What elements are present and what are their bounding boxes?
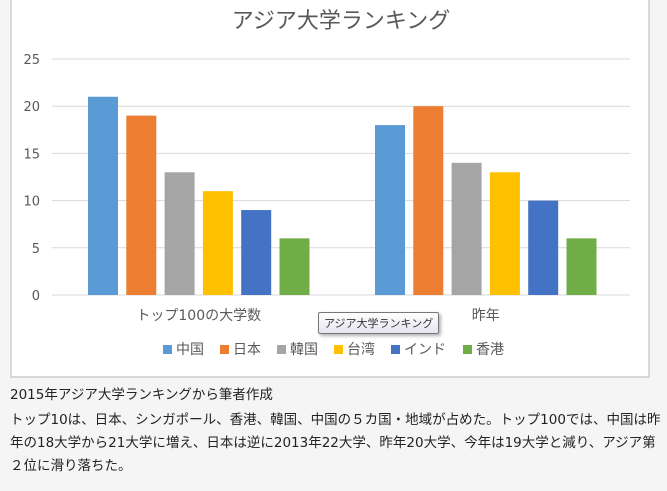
legend-swatch bbox=[391, 345, 400, 354]
bar-韓国-昨年 bbox=[451, 162, 482, 295]
bar-中国-昨年 bbox=[375, 125, 405, 295]
chart-tooltip: アジア大学ランキング bbox=[318, 312, 440, 334]
legend-swatch bbox=[277, 345, 286, 354]
y-tick-label: 5 bbox=[32, 242, 40, 257]
y-tick-label: 25 bbox=[23, 53, 40, 68]
x-tick-label: 昨年 bbox=[472, 308, 500, 324]
legend-label: インド bbox=[404, 342, 446, 358]
legend-label: 中国 bbox=[176, 342, 204, 358]
y-tick-label: 10 bbox=[23, 195, 40, 210]
bar-台湾-トップ100の大学数 bbox=[202, 191, 233, 295]
bar-インド-昨年 bbox=[528, 200, 559, 295]
y-tick-label: 15 bbox=[23, 147, 40, 162]
legend-swatch bbox=[163, 345, 172, 354]
bar-韓国-トップ100の大学数 bbox=[164, 172, 195, 295]
bar-日本-トップ100の大学数 bbox=[126, 115, 157, 295]
legend-swatch bbox=[334, 345, 343, 354]
chart-title: アジア大学ランキング bbox=[232, 9, 450, 34]
bar-インド-トップ100の大学数 bbox=[241, 210, 272, 295]
legend-label: 香港 bbox=[476, 342, 504, 358]
y-tick-label: 0 bbox=[32, 289, 40, 304]
legend-swatch bbox=[463, 345, 472, 354]
legend-label: 日本 bbox=[233, 342, 261, 358]
chart-caption: 2015年アジア大学ランキングから筆者作成 bbox=[10, 387, 273, 403]
legend-label: 台湾 bbox=[347, 341, 375, 358]
bar-日本-昨年 bbox=[413, 106, 444, 295]
legend-label: 韓国 bbox=[290, 342, 318, 358]
bar-中国-トップ100の大学数 bbox=[88, 96, 118, 295]
bar-台湾-昨年 bbox=[489, 172, 520, 295]
x-tick-label: トップ100の大学数 bbox=[136, 308, 261, 324]
article-paragraph: トップ10は、日本、シンガポール、香港、韓国、中国の５カ国・地域が占めた。トップ… bbox=[10, 412, 661, 474]
y-tick-label: 20 bbox=[23, 100, 40, 115]
legend-swatch bbox=[220, 345, 229, 354]
bar-香港-トップ100の大学数 bbox=[279, 238, 310, 295]
bar-香港-昨年 bbox=[566, 238, 597, 295]
